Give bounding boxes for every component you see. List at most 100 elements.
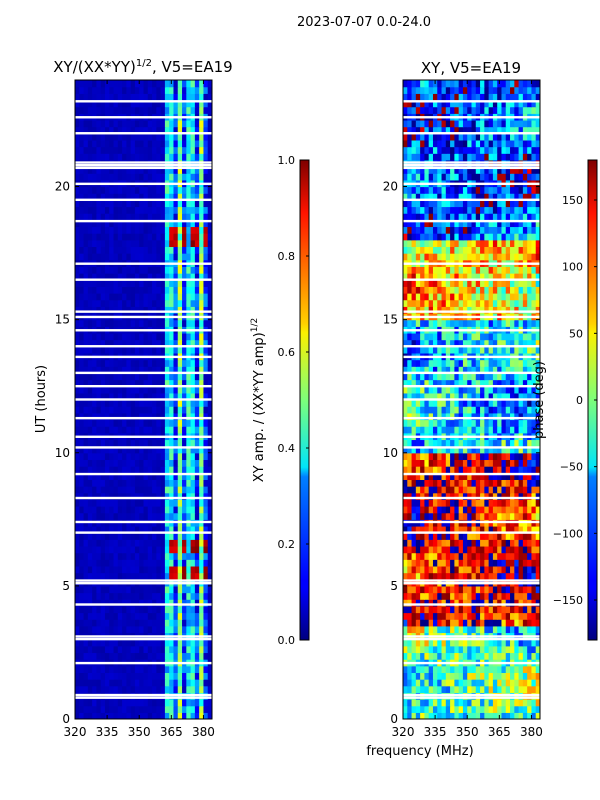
amplitude-cell <box>113 173 119 181</box>
phase-cell <box>424 605 430 614</box>
amplitude-cell <box>83 213 89 221</box>
amplitude-cell <box>117 506 123 514</box>
amplitude-cell <box>147 439 153 447</box>
amplitude-cell <box>104 545 110 554</box>
amplitude-cell <box>96 699 102 707</box>
phase-cell <box>535 399 540 407</box>
phase-cell <box>522 426 528 434</box>
amplitude-cell <box>182 625 187 634</box>
amplitude-cell <box>194 452 200 461</box>
amplitude-cell <box>164 239 170 248</box>
amplitude-cell <box>169 452 175 461</box>
amplitude-cell <box>186 199 192 208</box>
amplitude-cell <box>134 679 140 687</box>
amplitude-cell <box>156 466 162 474</box>
amplitude-cell <box>194 153 200 161</box>
amplitude-cell <box>100 645 106 654</box>
phase-cell <box>450 452 455 461</box>
phase-cell <box>505 652 511 660</box>
phase-cell <box>514 366 520 374</box>
amplitude-cell <box>203 119 209 128</box>
amplitude-cell <box>92 472 98 480</box>
amplitude-cell <box>130 286 136 294</box>
phase-cell <box>514 532 520 540</box>
amplitude-cell <box>83 612 89 620</box>
amplitude-cell <box>143 506 149 514</box>
amplitude-cell <box>147 306 153 314</box>
phase-cell <box>488 426 494 434</box>
amplitude-cell <box>164 213 170 221</box>
amplitude-cell <box>182 479 187 487</box>
amplitude-cell <box>134 499 140 507</box>
phase-cell <box>407 512 413 520</box>
phase-cell <box>445 679 451 687</box>
amplitude-cell <box>152 266 157 274</box>
amplitude-cell <box>160 699 166 707</box>
phase-cell <box>531 565 537 574</box>
phase-cell <box>522 625 528 634</box>
amplitude-cell <box>117 359 123 367</box>
amplitude-cell <box>134 319 140 327</box>
amplitude-cell <box>177 426 183 434</box>
phase-cell <box>527 705 533 713</box>
amplitude-cell <box>190 645 196 654</box>
amplitude-cell <box>87 346 93 354</box>
phase-cell <box>475 699 481 707</box>
amplitude-cell <box>207 452 212 461</box>
phase-cell <box>471 346 477 354</box>
amplitude-cell <box>207 372 212 381</box>
amplitude-cell <box>207 699 212 707</box>
amplitude-cell <box>130 539 136 547</box>
amplitude-cell <box>160 366 166 374</box>
phase-cell <box>505 619 511 627</box>
phase-cell <box>415 685 421 693</box>
amplitude-cell <box>156 186 162 194</box>
amplitude-cell <box>109 685 115 693</box>
phase-cell <box>458 426 464 434</box>
amplitude-cell <box>190 193 196 201</box>
amplitude-cell <box>100 193 106 201</box>
amplitude-cell <box>147 486 153 494</box>
amplitude-cell <box>169 605 175 614</box>
amplitude-cell <box>83 406 89 414</box>
phase-cell <box>475 479 481 487</box>
amplitude-cell <box>152 619 157 627</box>
amplitude-cell <box>92 406 98 414</box>
amplitude-cell <box>122 366 127 374</box>
phase-cell <box>407 406 413 414</box>
phase-cell <box>501 619 507 627</box>
phase-cell <box>441 685 447 693</box>
amplitude-cell <box>87 166 93 174</box>
phase-cell <box>450 625 455 634</box>
amplitude-cell <box>186 539 192 547</box>
phase-cell <box>501 426 507 434</box>
amplitude-cell <box>126 399 132 407</box>
phase-cell <box>420 665 426 674</box>
amplitude-cell <box>117 153 123 161</box>
phase-cell <box>475 552 481 560</box>
phase-cell <box>497 672 503 680</box>
amplitude-cell <box>207 599 212 607</box>
phase-cell <box>420 679 426 687</box>
phase-cell <box>437 359 443 367</box>
amplitude-cell <box>134 672 140 680</box>
amplitude-cell <box>160 199 166 208</box>
amplitude-cell <box>177 339 183 347</box>
phase-cell <box>428 472 434 480</box>
amplitude-cell <box>109 299 115 307</box>
phase-cell <box>458 685 464 693</box>
amplitude-cell <box>147 705 153 713</box>
amplitude-cell <box>109 133 115 141</box>
phase-cell <box>437 366 443 374</box>
amplitude-cell <box>113 665 119 674</box>
amplitude-cell <box>147 319 153 327</box>
amplitude-cell <box>100 153 106 161</box>
amplitude-cell <box>113 406 119 414</box>
amplitude-cell <box>113 346 119 354</box>
amplitude-cell <box>164 186 170 194</box>
phase-cell <box>510 499 515 507</box>
amplitude-cell <box>130 572 136 580</box>
amplitude-cell <box>75 233 80 241</box>
amplitude-flag-row <box>75 446 212 449</box>
amplitude-cell <box>173 592 179 600</box>
